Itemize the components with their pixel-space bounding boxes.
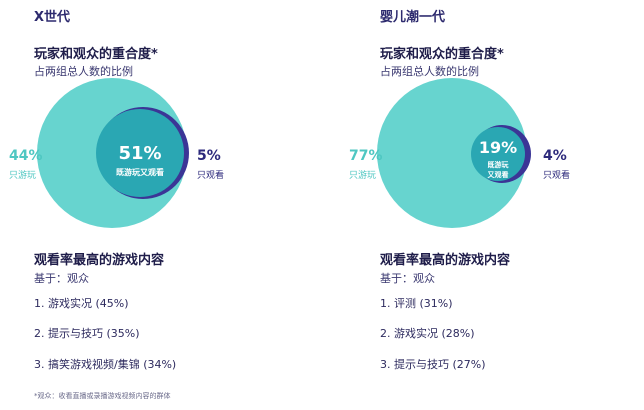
watch-only-label: 只观看 bbox=[543, 169, 570, 181]
overlap-region bbox=[96, 109, 184, 197]
list-item: 2. 提示与技巧 (35%) bbox=[34, 327, 140, 340]
base-line: 基于：观众 bbox=[34, 272, 89, 285]
watch-only-pct: 4% bbox=[543, 148, 567, 164]
footnote: *观众：收看直播或录播游戏视频内容的群体 bbox=[34, 392, 171, 400]
both-pct: 51% bbox=[118, 143, 161, 164]
base-line: 基于：观众 bbox=[380, 272, 435, 285]
content-title: 观看率最高的游戏内容 bbox=[34, 253, 165, 268]
overlap-title: 玩家和观众的重合度* bbox=[34, 47, 158, 62]
venn-chart: 77% 只游玩 19% 既游玩 又观看 4% 只观看 bbox=[349, 78, 570, 228]
both-label-line2: 又观看 bbox=[488, 170, 509, 179]
both-label-line1: 既游玩 bbox=[488, 160, 509, 169]
panel-gen-x: X世代 玩家和观众的重合度* 占两组总人数的比例 44% 只游玩 51% 既游玩… bbox=[9, 0, 334, 390]
overlap-region bbox=[471, 127, 525, 181]
list-item: 3. 提示与技巧 (27%) bbox=[380, 358, 486, 371]
play-circle bbox=[377, 78, 527, 228]
play-only-pct: 44% bbox=[9, 148, 43, 164]
overlap-subtitle: 占两组总人数的比例 bbox=[380, 65, 479, 78]
both-pct: 19% bbox=[479, 138, 517, 157]
play-only-label: 只游玩 bbox=[9, 169, 36, 181]
watch-only-pct: 5% bbox=[197, 148, 221, 164]
list-item: 1. 评测 (31%) bbox=[380, 297, 453, 310]
venn-chart: 44% 只游玩 51% 既游玩又观看 5% 只观看 bbox=[9, 78, 224, 228]
top-content-list: 1. 游戏实况 (45%) 2. 提示与技巧 (35%) 3. 搞笑游戏视频/集… bbox=[34, 0, 294, 390]
content-title: 观看率最高的游戏内容 bbox=[380, 253, 511, 268]
play-only-label: 只游玩 bbox=[349, 169, 376, 181]
generation-title: 婴儿潮一代 bbox=[380, 10, 446, 25]
list-item: 1. 游戏实况 (45%) bbox=[34, 297, 129, 310]
play-only-pct: 77% bbox=[349, 148, 383, 164]
panel-baby-boomers: 婴儿潮一代 玩家和观众的重合度* 占两组总人数的比例 77% 只游玩 19% 既… bbox=[349, 0, 644, 390]
list-item: 3. 搞笑游戏视频/集锦 (34%) bbox=[34, 358, 177, 371]
both-label: 既游玩又观看 bbox=[116, 167, 164, 177]
overlap-subtitle: 占两组总人数的比例 bbox=[34, 65, 133, 78]
list-item: 2. 游戏实况 (28%) bbox=[380, 327, 475, 340]
generation-title: X世代 bbox=[34, 10, 71, 25]
watch-only-label: 只观看 bbox=[197, 169, 224, 181]
overlap-title: 玩家和观众的重合度* bbox=[380, 47, 504, 62]
top-content-list: 1. 评测 (31%) 2. 游戏实况 (28%) 3. 提示与技巧 (27%) bbox=[380, 0, 640, 390]
